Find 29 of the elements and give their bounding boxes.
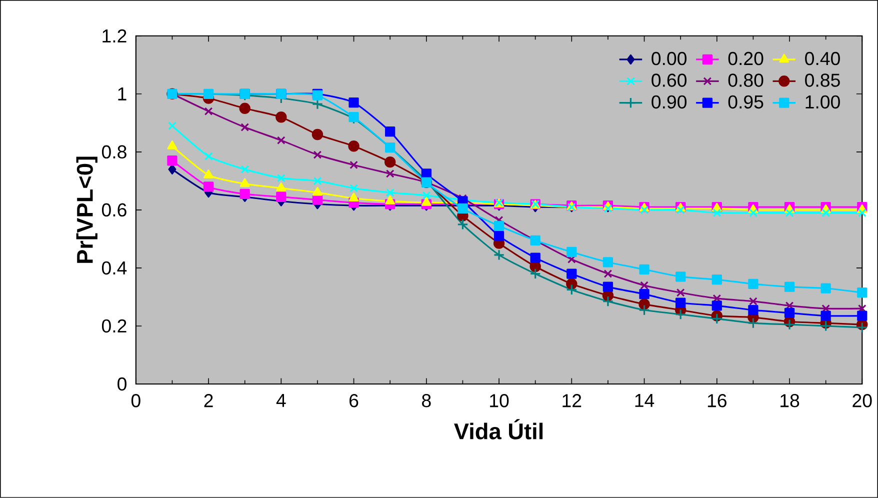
y-tick-label: 0 (118, 377, 126, 391)
legend-label: 1.00 (806, 95, 840, 109)
legend-label: 0.20 (728, 52, 764, 66)
x-tick-label: 12 (562, 394, 582, 408)
y-tick-label: 0.8 (102, 145, 126, 159)
x-tick-label: 0 (131, 394, 140, 408)
x-tick-label: 4 (276, 394, 286, 407)
y-tick-label: 1 (118, 88, 126, 100)
y-tick-label: 0.2 (102, 319, 126, 333)
x-tick-label: 2 (204, 394, 213, 408)
y-axis-title: Pr[VPL<0] (76, 156, 98, 263)
legend-label: 0.60 (652, 74, 687, 87)
legend-label: 0.00 (652, 52, 687, 66)
x-tick-label: 18 (780, 394, 800, 408)
legend-label: 0.95 (728, 95, 764, 109)
x-tick-label: 14 (635, 394, 654, 407)
x-tick-label: 8 (422, 394, 431, 408)
legend-label: 0.40 (805, 52, 840, 66)
x-tick-label: 16 (708, 394, 726, 408)
x-axis-title: Vida Útil (454, 419, 543, 440)
legend-label: 0.90 (652, 95, 687, 109)
x-tick-label: 20 (852, 394, 872, 408)
y-tick-label: 0.4 (102, 261, 127, 275)
x-tick-label: 10 (490, 394, 509, 408)
legend-label: 0.85 (805, 74, 840, 87)
y-tick-label: 1.2 (102, 29, 126, 42)
x-tick-label: 6 (350, 394, 358, 408)
legend-label: 0.80 (728, 74, 764, 87)
y-tick-label: 0.6 (102, 203, 126, 217)
